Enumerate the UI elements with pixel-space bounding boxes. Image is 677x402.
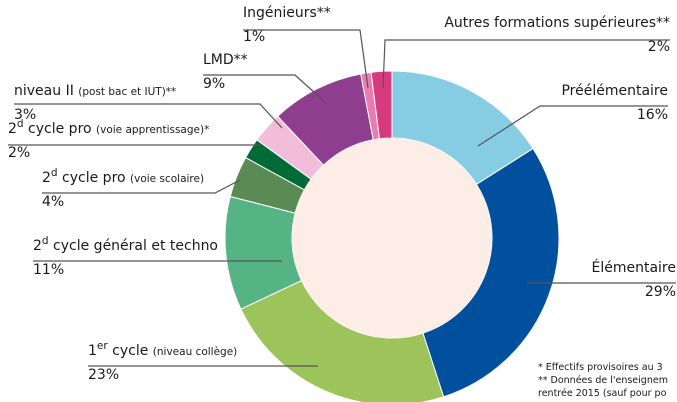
footnote: rentrée 2015 (sauf pour po [538,388,667,399]
label-run: 2 [42,170,51,186]
value-label: 23% [88,367,119,383]
value-label: 2% [8,145,30,161]
label-run: 1 [88,343,97,359]
label-run: (post bac et IUT)** [78,86,176,98]
category-label: Élémentaire [592,259,677,276]
value-label: 3% [14,107,36,123]
donut-center [292,138,492,338]
category-label: Autres formations supérieures** [444,15,670,31]
label-run: er [97,340,108,352]
category-label: niveau II (post bac et IUT)** [14,83,176,99]
category-label: 2d cycle pro (voie apprentissage)* [8,118,209,137]
label-run: Autres formations supérieures** [444,15,670,31]
leader-line [203,74,326,103]
category-label: Ingénieurs** [243,5,331,21]
value-label: 11% [33,262,64,278]
category-label: 2d cycle général et techno [33,235,218,254]
category-label: 1er cycle (niveau collège) [88,340,237,359]
leader-line [382,39,670,89]
category-label: 2d cycle pro (voie scolaire) [42,167,204,186]
label-run: d [17,118,24,130]
label-run: (voie apprentissage)* [96,124,209,136]
label-run: Élémentaire [592,259,677,276]
value-label: 9% [203,76,225,92]
label-run: Ingénieurs** [243,5,331,21]
label-run: cycle pro [24,121,96,137]
label-run: d [42,235,49,247]
label-run: cycle [108,343,153,359]
label-run: d [51,167,58,179]
label-run: (voie scolaire) [130,173,204,185]
leader-line [477,105,668,147]
value-label: 2% [648,39,670,55]
label-run: Préélémentaire [561,83,668,99]
label-run: cycle général et techno [49,238,218,254]
value-label: 4% [42,194,64,210]
value-label: 29% [645,284,676,300]
value-label: 16% [637,107,668,123]
leader-line [14,103,283,129]
label-run: LMD** [203,52,248,68]
value-label: 1% [243,29,265,45]
footnote: ** Données de l'enseignem [538,375,668,386]
label-run: 2 [8,121,17,137]
leader-line [42,179,241,194]
label-run: (niveau collège) [153,346,237,358]
footnote: * Effectifs provisoires au 3 [538,362,663,373]
label-run: 2 [33,238,42,254]
label-run: niveau II [14,83,78,99]
label-run: cycle pro [58,170,130,186]
leader-line [243,29,369,89]
category-label: LMD** [203,52,248,68]
category-label: Préélémentaire [561,83,668,99]
